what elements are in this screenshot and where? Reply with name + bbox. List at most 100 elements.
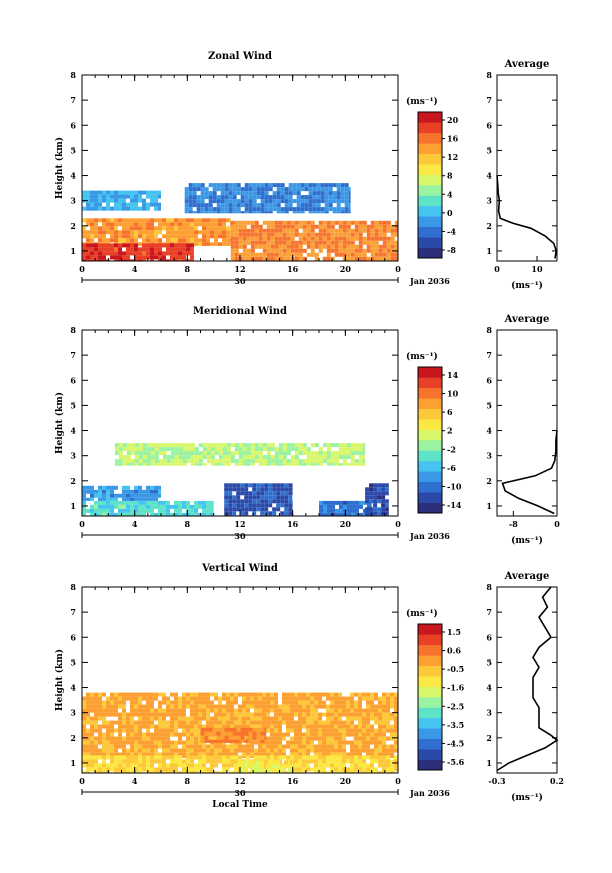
- data-cell: [350, 228, 355, 233]
- data-cell: [382, 232, 387, 237]
- data-cell: [158, 251, 162, 256]
- data-cell: [250, 692, 254, 697]
- data-cell: [342, 740, 346, 745]
- data-cell: [382, 244, 387, 249]
- data-cell: [206, 771, 210, 773]
- data-cell: [302, 232, 307, 237]
- data-block: [230, 220, 398, 261]
- data-cell: [232, 499, 237, 504]
- data-cell: [106, 190, 110, 195]
- data-cell: [338, 692, 342, 697]
- profile-x-tick-label: 0.2: [550, 776, 564, 786]
- data-cell: [82, 732, 86, 737]
- data-cell: [274, 732, 278, 737]
- data-cell: [174, 724, 178, 729]
- data-cell: [170, 767, 174, 772]
- data-cell: [268, 760, 272, 765]
- data-cell: [98, 500, 102, 505]
- data-cell: [226, 767, 230, 772]
- data-cell: [274, 220, 279, 225]
- data-cell: [174, 504, 178, 509]
- data-cell: [294, 732, 298, 737]
- data-cell: [202, 744, 206, 749]
- data-cell: [330, 463, 335, 466]
- data-cell: [256, 739, 261, 743]
- data-cell: [162, 724, 166, 729]
- data-cell: [346, 728, 350, 733]
- data-cell: [190, 508, 194, 513]
- data-cell: [266, 700, 270, 705]
- data-cell: [230, 242, 231, 246]
- data-cell: [302, 256, 307, 261]
- data-cell: [86, 728, 90, 733]
- data-cell: [110, 700, 114, 705]
- data-cell: [318, 771, 322, 773]
- data-cell: [138, 716, 142, 721]
- data-cell: [346, 244, 351, 249]
- data-cell: [102, 218, 106, 223]
- data-cell: [90, 759, 94, 764]
- data-cell: [318, 744, 322, 749]
- data-cell: [374, 704, 378, 709]
- data-cell: [302, 696, 306, 701]
- data-cell: [262, 700, 266, 705]
- data-cell: [240, 727, 245, 732]
- data-cell: [188, 207, 193, 212]
- data-cell: [90, 704, 94, 709]
- data-cell: [150, 696, 154, 701]
- colorbar-swatch: [418, 676, 442, 687]
- data-cell: [336, 207, 341, 212]
- data-cell: [102, 206, 106, 211]
- data-cell: [350, 724, 354, 729]
- data-cell: [194, 700, 198, 705]
- data-cell: [236, 199, 241, 204]
- data-cell: [240, 511, 245, 516]
- data-cell: [94, 744, 98, 749]
- data-cell: [134, 500, 138, 505]
- data-cell: [284, 187, 289, 192]
- data-cell: [338, 240, 343, 245]
- colorbar-swatch: [418, 367, 442, 378]
- data-cell: [362, 732, 366, 737]
- data-cell: [90, 504, 94, 509]
- data-cell: [326, 755, 330, 760]
- data-cell: [228, 731, 233, 736]
- data-cell: [114, 243, 118, 248]
- data-cell: [240, 507, 245, 512]
- data-cell: [130, 500, 134, 505]
- x-tick-label: 0: [79, 264, 85, 274]
- data-cell: [350, 744, 354, 749]
- data-cell: [278, 744, 282, 749]
- data-cell: [354, 443, 359, 448]
- data-cell: [228, 191, 233, 196]
- date-day: 30: [234, 276, 246, 286]
- data-cell: [194, 218, 198, 223]
- data-cell: [170, 704, 174, 709]
- data-cell: [336, 211, 341, 214]
- data-cell: [98, 206, 102, 211]
- data-cell: [386, 248, 391, 253]
- data-cell: [330, 232, 335, 237]
- data-cell: [138, 508, 142, 513]
- data-cell: [354, 771, 358, 773]
- data-cell: [378, 771, 382, 773]
- data-cell: [386, 712, 390, 717]
- data-cell: [166, 724, 170, 729]
- data-cell: [324, 207, 329, 212]
- data-cell: [86, 259, 90, 261]
- data-cell: [258, 463, 263, 466]
- data-cell: [232, 203, 237, 208]
- data-cell: [228, 207, 233, 212]
- data-cell: [142, 759, 146, 764]
- data-cell: [224, 191, 229, 196]
- data-cell: [122, 489, 126, 494]
- data-cell: [390, 771, 394, 773]
- data-cell: [330, 696, 334, 701]
- data-cell: [358, 728, 362, 733]
- data-cell: [338, 708, 342, 713]
- data-cell: [292, 764, 293, 769]
- data-cell: [200, 187, 205, 192]
- data-cell: [278, 220, 283, 225]
- data-cell: [178, 455, 183, 460]
- data-cell: [210, 242, 214, 246]
